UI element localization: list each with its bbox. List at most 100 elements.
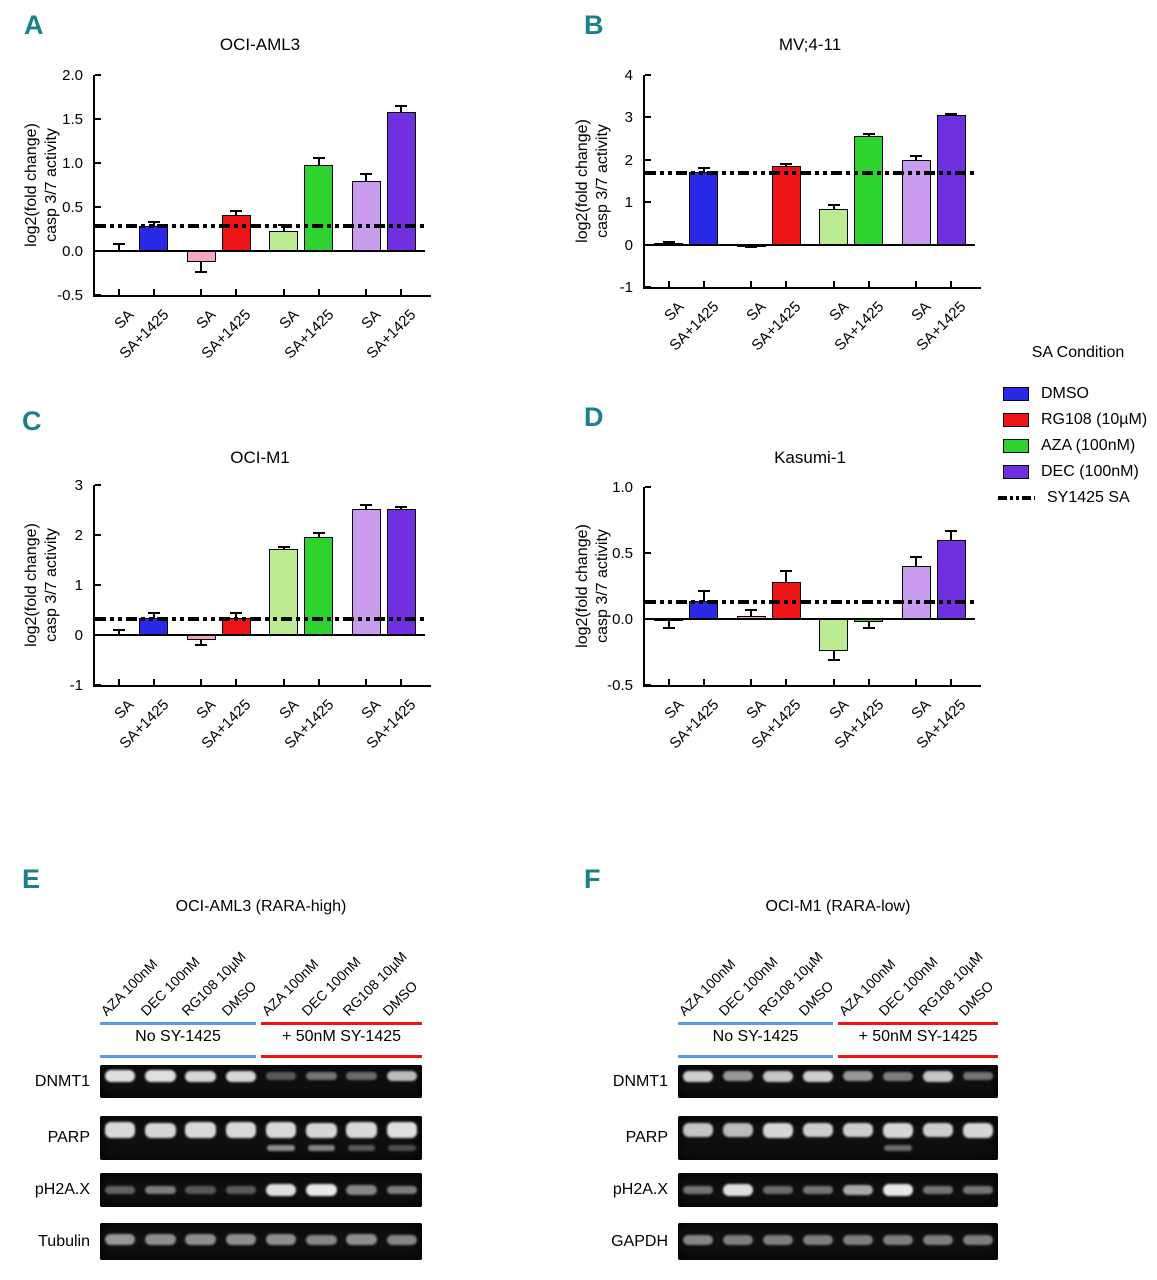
blot-strip-tubulin	[100, 1223, 422, 1260]
y-tick	[645, 486, 651, 488]
protein-band	[922, 1234, 954, 1245]
y-tick-label: 1.0	[62, 155, 83, 172]
protein-band	[225, 1122, 257, 1138]
protein-band	[306, 1183, 337, 1197]
error-bar-stem	[400, 105, 403, 112]
x-axis-line	[643, 685, 981, 687]
x-tick	[200, 289, 203, 295]
legend-item-label: RG108 (10µM)	[1041, 410, 1148, 428]
protein-band	[882, 1071, 914, 1081]
protein-band	[265, 1184, 297, 1196]
y-tick	[645, 552, 651, 554]
chart-title: OCI-AML3	[219, 35, 301, 54]
protein-band	[962, 1234, 994, 1245]
bar-rg108-sa1425	[771, 166, 801, 245]
protein-band	[882, 1122, 914, 1138]
protein-band	[225, 1186, 257, 1194]
y-tick	[95, 584, 101, 586]
protein-band	[762, 1185, 794, 1195]
zero-line	[95, 250, 425, 252]
zero-line	[95, 634, 425, 636]
purple-swatch	[1003, 464, 1029, 479]
error-bar-stem	[702, 168, 705, 172]
error-bar-stem	[152, 612, 155, 618]
treatment-group-label: + 50nM SY-1425	[858, 1028, 978, 1045]
error-bar-cap	[945, 113, 958, 115]
error-bar-cap	[230, 209, 243, 212]
y-tick	[645, 74, 651, 76]
sy1425-sa-threshold-line	[645, 599, 975, 604]
blot-title: OCI-M1 (RARA-low)	[765, 898, 911, 915]
error-bar-cap	[312, 156, 325, 159]
panel-letter-f: F	[584, 864, 601, 894]
protein-band	[762, 1122, 794, 1138]
x-tick	[832, 679, 835, 685]
bar-rg108-sa	[736, 244, 766, 247]
bar-rg108-sa	[186, 635, 216, 640]
x-tick	[950, 679, 953, 685]
y-tick-label: 2	[74, 527, 83, 544]
x-axis-line	[93, 685, 431, 687]
protein-band	[386, 1070, 418, 1082]
x-tick	[235, 679, 238, 685]
blot-row-label: Tubulin	[38, 1232, 90, 1250]
protein-band	[346, 1122, 377, 1138]
bar-aza-sa1425	[854, 136, 884, 245]
protein-band	[104, 1185, 136, 1195]
blot-row-label: pH2A.X	[612, 1181, 668, 1198]
lane-label: DMSO	[795, 977, 837, 1019]
error-bar-cap	[195, 644, 208, 646]
x-tick-label: SA	[908, 696, 935, 723]
y-tick-label: 0.0	[62, 243, 83, 260]
treatment-group-line-bottom	[100, 1055, 256, 1058]
x-tick	[915, 679, 918, 685]
error-bar-stem	[365, 505, 368, 509]
y-axis-label: log2(fold change) casp 3/7 activity	[23, 123, 60, 247]
chart-oci-m1: OCI-M1 log2(fold change) casp 3/7 activity…	[23, 448, 431, 752]
error-bar-cap	[395, 104, 408, 107]
x-tick	[317, 679, 320, 685]
bar-aza-sa	[819, 619, 849, 651]
x-tick	[785, 679, 788, 685]
dashed-line-sample	[998, 495, 1035, 500]
protein-band	[145, 1122, 176, 1138]
error-bar-cap	[697, 590, 710, 593]
legend-item: DEC (100nM)	[998, 463, 1157, 480]
y-tick	[645, 158, 651, 161]
blot-row-label: PARP	[625, 1129, 668, 1146]
error-bar-stem	[117, 630, 120, 634]
error-bar-cap	[827, 658, 840, 661]
error-bar-stem	[950, 530, 953, 540]
y-tick-label: -1	[69, 677, 83, 694]
protein-band	[922, 1185, 954, 1195]
treatment-group-line-bottom	[838, 1055, 998, 1058]
error-bar-stem	[832, 205, 835, 210]
cleaved-protein-band	[884, 1144, 912, 1151]
y-tick-label: 3	[74, 477, 83, 494]
y-axis-line	[643, 487, 645, 687]
y-axis-line	[643, 75, 645, 289]
bar-aza-sa	[819, 209, 849, 245]
protein-band	[722, 1184, 754, 1196]
bar-dmso-sa	[104, 633, 134, 636]
protein-band	[762, 1234, 794, 1245]
panel-letter-a: A	[24, 10, 44, 40]
error-bar-cap	[147, 220, 160, 223]
red-swatch	[1003, 412, 1029, 427]
y-tick-label: 2	[624, 151, 633, 169]
x-tick	[117, 679, 120, 685]
y-tick	[95, 534, 101, 536]
x-tick	[152, 289, 155, 295]
legend: SA Condition DMSO RG108 (10µM) AZA (100nM)…	[998, 344, 1157, 506]
blot-strip-parp	[100, 1116, 422, 1160]
sy1425-sa-threshold-line	[645, 170, 975, 175]
cleaved-protein-band	[307, 1144, 336, 1151]
blot-strip-dnmt1	[100, 1065, 422, 1098]
panel-letter-b: B	[584, 10, 604, 40]
x-tick	[117, 289, 120, 295]
error-bar-cap	[112, 629, 125, 631]
protein-band	[802, 1185, 834, 1195]
x-tick	[867, 679, 870, 685]
bar-dmso-sa	[104, 250, 134, 252]
x-tick-label: SA	[908, 298, 935, 325]
